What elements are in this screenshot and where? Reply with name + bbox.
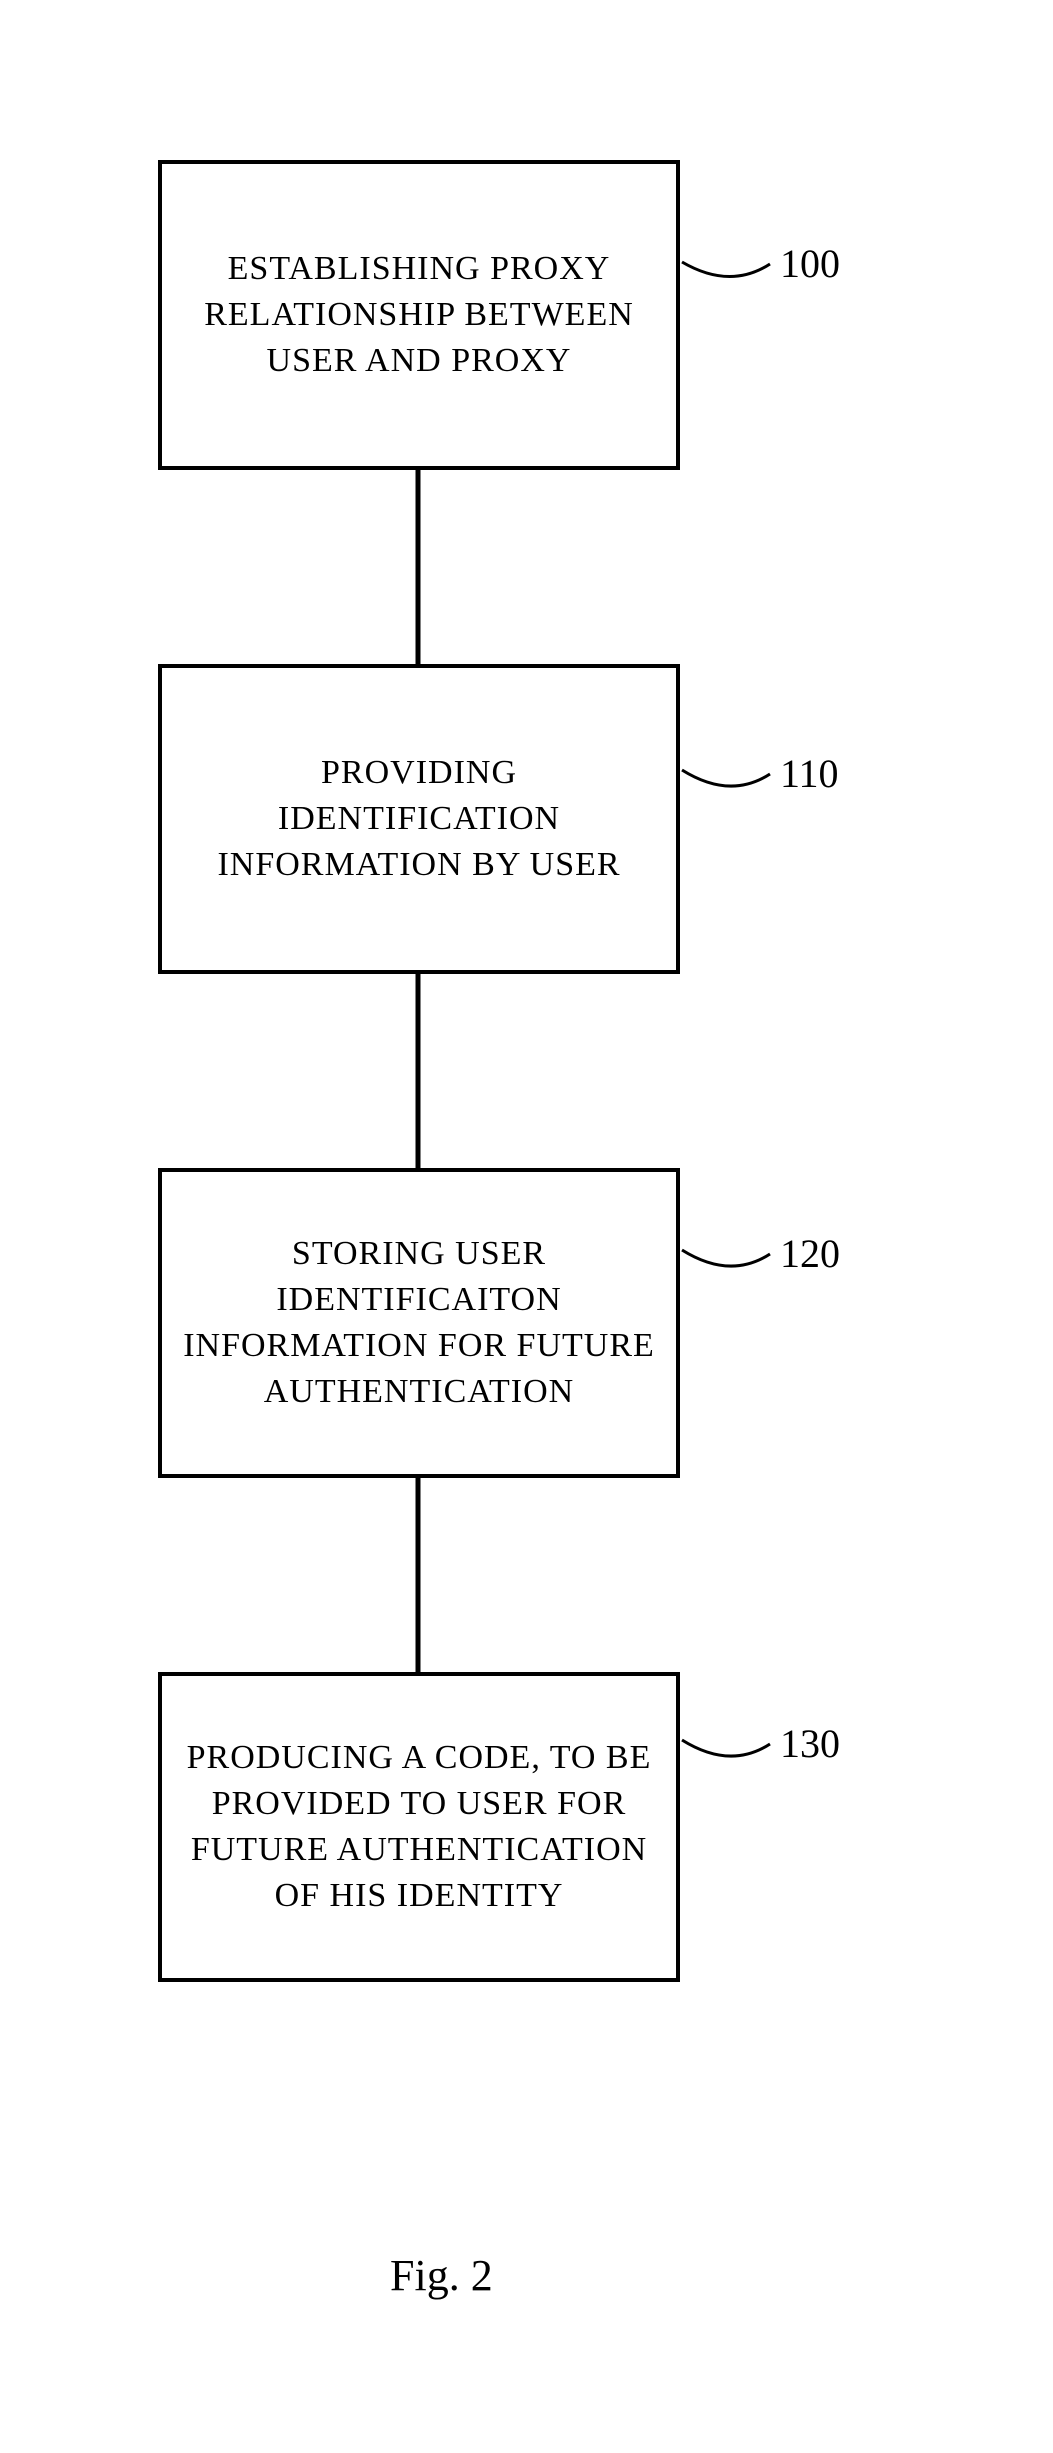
flow-node-n100: ESTABLISHING PROXYRELATIONSHIP BETWEENUS… <box>158 160 680 470</box>
flow-node-text: PRODUCING A CODE, TO BEPROVIDED TO USER … <box>187 1735 652 1919</box>
flow-node-text: PROVIDINGIDENTIFICATIONINFORMATION BY US… <box>217 750 620 888</box>
flow-node-label-120: 120 <box>780 1230 840 1277</box>
flow-node-n120: STORING USERIDENTIFICAITONINFORMATION FO… <box>158 1168 680 1478</box>
diagram-canvas: Fig. 2 ESTABLISHING PROXYRELATIONSHIP BE… <box>0 0 1053 2453</box>
flow-node-text: ESTABLISHING PROXYRELATIONSHIP BETWEENUS… <box>204 246 634 384</box>
flow-node-n130: PRODUCING A CODE, TO BEPROVIDED TO USER … <box>158 1672 680 1982</box>
flow-node-label-100: 100 <box>780 240 840 287</box>
leader-line <box>682 770 770 786</box>
flow-node-n110: PROVIDINGIDENTIFICATIONINFORMATION BY US… <box>158 664 680 974</box>
leader-line <box>682 262 770 277</box>
figure-caption: Fig. 2 <box>390 2250 493 2301</box>
leader-line <box>682 1250 770 1266</box>
leader-line <box>682 1740 770 1756</box>
flow-node-label-130: 130 <box>780 1720 840 1767</box>
flow-node-text: STORING USERIDENTIFICAITONINFORMATION FO… <box>183 1231 655 1415</box>
flow-node-label-110: 110 <box>780 750 839 797</box>
